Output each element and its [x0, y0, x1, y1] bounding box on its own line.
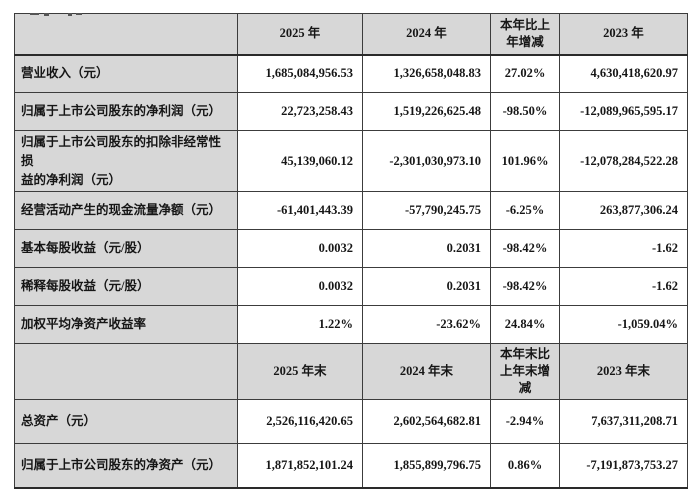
- cell-2023: -12,089,965,595.17: [559, 92, 688, 131]
- cell-2025: 1.22%: [237, 305, 363, 345]
- row-label: 归属于上市公司股东的扣除非经常性损 益的净利润（元）: [14, 129, 238, 193]
- clipped-top-text-remnant: [26, 13, 96, 17]
- cell-2024: 2,602,564,682.81: [362, 399, 491, 445]
- row-label: 基本每股收益（元/股）: [14, 229, 238, 269]
- header-2024-end: 2024 年末: [362, 343, 491, 401]
- cell-2024: 1,855,899,796.75: [362, 443, 491, 489]
- cell-2023: 4,630,418,620.97: [559, 54, 688, 93]
- table-header-row-annual: 2025 年 2024 年 本年比上 年增减 2023 年: [14, 13, 688, 56]
- header-yoy-change: 本年比上 年增减: [490, 13, 560, 56]
- cell-2023: -12,078,284,522.28: [559, 129, 688, 193]
- header-2023-end: 2023 年末: [559, 343, 688, 401]
- cell-change: -6.25%: [490, 191, 560, 231]
- cell-2024: 0.2031: [362, 229, 491, 269]
- cell-change: -98.42%: [490, 229, 560, 269]
- cell-2023: -1.62: [559, 267, 688, 307]
- cell-change: 27.02%: [490, 54, 560, 93]
- cell-2025: 0.0032: [237, 229, 363, 269]
- cell-change: 24.84%: [490, 305, 560, 345]
- cell-2025: 0.0032: [237, 267, 363, 307]
- cell-2023: 263,877,306.24: [559, 191, 688, 231]
- cell-2025: 1,871,852,101.24: [237, 443, 363, 489]
- table-row-diluted-eps: 稀释每股收益（元/股） 0.0032 0.2031 -98.42% -1.62: [14, 267, 688, 307]
- cell-2023: 7,637,311,208.71: [559, 399, 688, 445]
- table-row-total-assets: 总资产（元） 2,526,116,420.65 2,602,564,682.81…: [14, 399, 688, 445]
- cell-change: -98.50%: [490, 92, 560, 131]
- cell-2025: 2,526,116,420.65: [237, 399, 363, 445]
- cell-2024: 1,326,658,048.83: [362, 54, 491, 93]
- financial-summary-table: 2025 年 2024 年 本年比上 年增减 2023 年 营业收入（元） 1,…: [14, 13, 688, 489]
- header-2023: 2023 年: [559, 13, 688, 56]
- cell-2025: 1,685,084,956.53: [237, 54, 363, 93]
- header-2025-end: 2025 年末: [237, 343, 363, 401]
- cell-2024: 0.2031: [362, 267, 491, 307]
- header-corner-cell: [14, 13, 238, 56]
- cell-change: 101.96%: [490, 129, 560, 193]
- row-label: 营业收入（元）: [14, 54, 238, 93]
- cell-2025: -61,401,443.39: [237, 191, 363, 231]
- table-row-net-assets: 归属于上市公司股东的净资产（元） 1,871,852,101.24 1,855,…: [14, 443, 688, 489]
- row-label: 归属于上市公司股东的净利润（元）: [14, 92, 238, 131]
- row-label: 稀释每股收益（元/股）: [14, 267, 238, 307]
- cell-2024: 1,519,226,625.48: [362, 92, 491, 131]
- table-row-weighted-avg-roe: 加权平均净资产收益率 1.22% -23.62% 24.84% -1,059.0…: [14, 305, 688, 345]
- table-row-basic-eps: 基本每股收益（元/股） 0.0032 0.2031 -98.42% -1.62: [14, 229, 688, 269]
- cell-2024: -23.62%: [362, 305, 491, 345]
- header-2025: 2025 年: [237, 13, 363, 56]
- table-row-revenue: 营业收入（元） 1,685,084,956.53 1,326,658,048.8…: [14, 54, 688, 93]
- header-end-change: 本年末比 上年末增 减: [490, 343, 560, 401]
- header-corner-cell: [14, 343, 238, 401]
- header-2024: 2024 年: [362, 13, 491, 56]
- table-row-net-profit-excl-nonrecurring: 归属于上市公司股东的扣除非经常性损 益的净利润（元） 45,139,060.12…: [14, 129, 688, 193]
- row-label: 归属于上市公司股东的净资产（元）: [14, 443, 238, 489]
- cell-2024: -2,301,030,973.10: [362, 129, 491, 193]
- cell-2025: 22,723,258.43: [237, 92, 363, 131]
- cell-2023: -7,191,873,753.27: [559, 443, 688, 489]
- cell-2024: -57,790,245.75: [362, 191, 491, 231]
- table-header-row-period-end: 2025 年末 2024 年末 本年末比 上年末增 减 2023 年末: [14, 343, 688, 401]
- cell-change: -2.94%: [490, 399, 560, 445]
- row-label: 总资产（元）: [14, 399, 238, 445]
- cell-change: 0.86%: [490, 443, 560, 489]
- row-label: 加权平均净资产收益率: [14, 305, 238, 345]
- cell-2023: -1.62: [559, 229, 688, 269]
- table-row-net-profit: 归属于上市公司股东的净利润（元） 22,723,258.43 1,519,226…: [14, 92, 688, 131]
- cell-2025: 45,139,060.12: [237, 129, 363, 193]
- cell-2023: -1,059.04%: [559, 305, 688, 345]
- row-label: 经营活动产生的现金流量净额（元）: [14, 191, 238, 231]
- cell-change: -98.42%: [490, 267, 560, 307]
- table-row-operating-cash-flow: 经营活动产生的现金流量净额（元） -61,401,443.39 -57,790,…: [14, 191, 688, 231]
